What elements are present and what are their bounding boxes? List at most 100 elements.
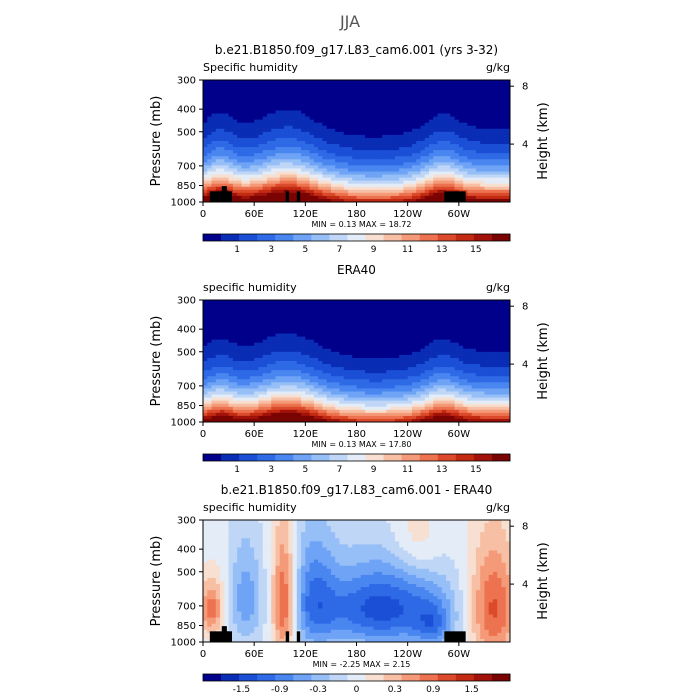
field-cell (266, 156, 272, 160)
field-cell (407, 306, 413, 310)
field-cell (241, 95, 247, 99)
field-cell (390, 330, 396, 335)
field-cell (467, 312, 473, 316)
field-cell (203, 83, 208, 87)
field-cell (258, 339, 264, 344)
field-cell (454, 364, 460, 368)
field-cell (279, 324, 285, 329)
field-cell (458, 147, 464, 151)
field-cell (347, 183, 353, 188)
field-cell (241, 180, 247, 185)
field-cell (211, 159, 217, 163)
field-cell (232, 376, 238, 380)
field-cell (215, 95, 221, 99)
field-cell (450, 122, 456, 127)
field-cell (386, 116, 392, 121)
field-cell (467, 171, 473, 176)
field-cell (450, 171, 456, 176)
field-cell (369, 162, 375, 166)
field-cell (501, 339, 507, 344)
field-cell (211, 357, 217, 362)
field-cell (254, 147, 260, 151)
field-cell (386, 125, 392, 130)
field-cell (318, 318, 323, 322)
field-cell (497, 321, 503, 325)
field-cell (249, 165, 255, 170)
field-cell (347, 342, 353, 347)
field-cell (335, 306, 341, 310)
field-cell (480, 107, 486, 112)
field-cell (254, 101, 260, 105)
field-cell (254, 342, 260, 347)
field-cell (309, 122, 315, 127)
field-cell (266, 80, 272, 84)
field-cell (232, 183, 238, 188)
field-cell (365, 101, 370, 105)
field-cell (215, 162, 221, 166)
field-cell (301, 309, 306, 313)
field-cell (254, 189, 260, 194)
field-cell (207, 98, 213, 102)
field-cell (232, 357, 238, 362)
field-cell (471, 321, 477, 325)
field-cell (322, 95, 328, 99)
field-cell (382, 312, 387, 316)
field-cell (309, 345, 315, 350)
field-cell (279, 98, 285, 102)
field-cell (220, 309, 225, 313)
field-cell (322, 192, 328, 197)
field-cell (382, 89, 387, 93)
field-cell (237, 92, 242, 96)
field-cell (505, 195, 510, 200)
field-cell (326, 300, 332, 304)
field-cell (420, 174, 426, 179)
field-cell (369, 361, 375, 365)
field-cell (403, 189, 409, 194)
field-cell (309, 80, 315, 84)
field-cell (301, 195, 306, 200)
field-cell (463, 382, 468, 386)
field-cell (309, 92, 315, 96)
field-cell (501, 131, 507, 136)
field-cell (322, 318, 328, 322)
field-cell (386, 367, 392, 371)
field-cell (288, 354, 294, 359)
field-cell (237, 303, 242, 307)
field-cell (322, 162, 328, 166)
field-cell (492, 141, 498, 145)
colorbar-swatch (473, 234, 493, 241)
field-cell (326, 315, 332, 319)
field-cell (433, 168, 439, 173)
field-cell (245, 348, 251, 353)
field-cell (262, 192, 268, 197)
field-cell (480, 376, 486, 380)
field-cell (377, 131, 383, 136)
field-cell (471, 98, 477, 102)
field-cell (424, 376, 430, 380)
field-cell (501, 98, 507, 102)
field-cell (258, 385, 264, 390)
field-cell (211, 370, 217, 374)
field-cell (220, 95, 225, 99)
field-cell (433, 189, 439, 194)
field-cell (228, 186, 234, 191)
field-cell (301, 357, 306, 362)
field-cell (420, 113, 426, 118)
field-cell (266, 131, 272, 136)
field-cell (458, 361, 464, 365)
field-cell (441, 119, 447, 124)
field-cell (305, 95, 311, 99)
field-cell (505, 339, 510, 344)
field-cell (492, 364, 498, 368)
field-cell (347, 192, 353, 197)
field-cell (377, 192, 383, 197)
field-cell (224, 364, 230, 368)
field-cell (416, 116, 422, 121)
field-cell (228, 376, 234, 380)
field-cell (475, 122, 481, 127)
field-cell (301, 95, 306, 99)
field-cell (365, 122, 370, 127)
field-cell (373, 361, 379, 365)
field-cell (284, 150, 289, 154)
field-cell (271, 186, 277, 191)
